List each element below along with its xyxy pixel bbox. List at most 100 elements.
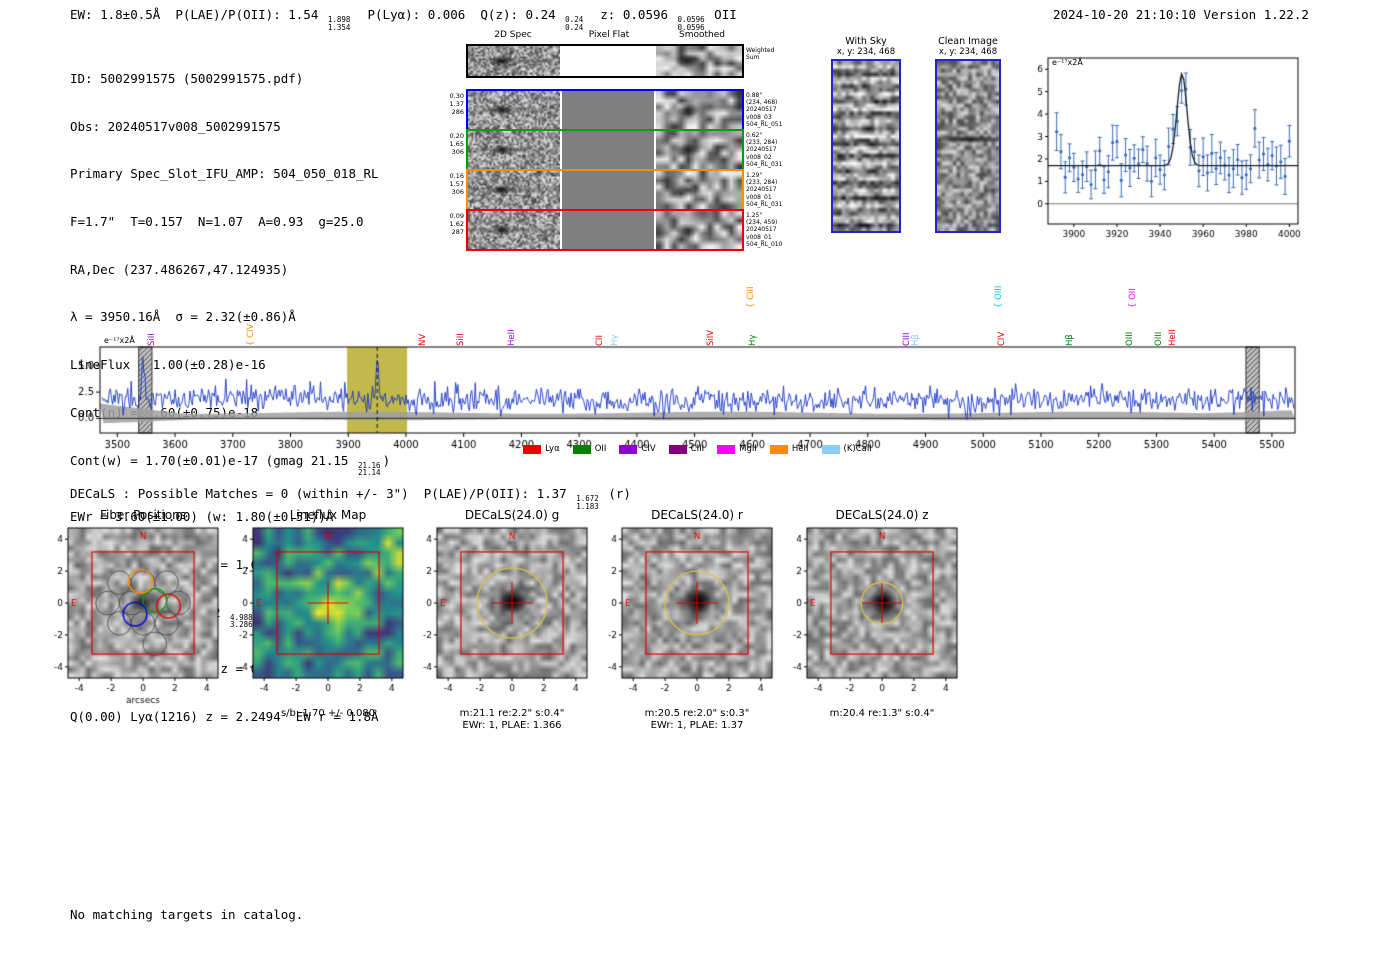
gmag-range: 21.16 21.14 [357,460,381,478]
qz-range: 0.24 0.24 [565,15,584,32]
cutout-image [592,524,778,704]
info-solution: Q(0.00) Lyα(1216) z = 2.2494 EW r = 1.8Å [70,708,379,724]
spec2d-row-annotation: 0.88" (234, 468) 20240517 v008_03 504_RL_051 [746,92,783,128]
spectrum-legend: Lyα OII CIV CIII MgII HeII (K)CaII [100,444,1295,454]
cutout-caption: m:21.1 re:2.2" s:0.4" [459,708,565,719]
emission-line-label: { OIII [994,285,1005,308]
header-classification: OII [706,7,737,22]
spec2d-row-3: 0.16 1.57 306 1.29" (233, 284) 20240517 v008_0… [450,169,782,211]
cutout-panel-4: DECaLS(24.0) z m:20.4 re:1.3" s:0.4" [777,508,963,720]
decals-match-line: DECaLS : Possible Matches = 0 (within +/… [70,486,631,511]
with-sky-coords: x, y: 234, 468 [836,47,896,57]
legend-label: (K)CaII [843,444,872,454]
pixel-flat-image [562,131,654,169]
clean-image-title: Clean Image [938,36,998,47]
spec2d-image [468,46,560,76]
cutout-title: Fiber Positions [99,508,187,522]
spec2d-panel: Weighted Sum 0.30 1.37 286 0.88" (234, 468) 202… [450,44,782,251]
info-radec: RA,Dec (237.486267,47.124935) [70,261,289,277]
timestamp-version: 2024-10-20 21:10:10 Version 1.22.2 [1053,7,1309,22]
full-spectrum-ylabel: e⁻¹⁷x2Å [104,336,135,345]
legend-item: CIV [619,444,656,454]
line-fit-ylabel: e⁻¹⁷x2Å [1052,58,1083,67]
cutout-image [407,524,593,704]
legend-item: MgII [717,444,757,454]
pixel-flat-image [562,46,654,76]
header-ew-plae: EW: 1.8±0.5Å P(LAE)/P(OII): 1.54 [70,7,326,22]
cutout-panel-0: Fiber Positions [38,508,224,708]
z-range: 0.0596 0.0596 [677,15,705,32]
cutout-panel-1: Lineflux Map s/b: 1.70 +/- 0.080 [223,508,409,720]
clean-image-panel: Clean Image x, y: 234, 468 [926,36,1010,237]
cutout-image [38,524,224,704]
spec2d-image [468,91,560,129]
footer-line-1: No matching targets in catalog. [70,907,304,922]
spec2d-fiber-stats: 0.30 1.37 286 [449,92,464,116]
cutout-title: Lineflux Map [289,508,367,522]
smoothed-image [656,211,742,249]
cutout-title: DECaLS(24.0) g [464,508,560,522]
with-sky-title: With Sky [845,36,887,47]
legend-swatch [523,444,542,454]
legend-item: OII [572,444,607,454]
with-sky-image [831,59,901,233]
legend-swatch [821,444,840,454]
spec2d-col-title: 2D Spec [494,30,532,40]
header-summary: EW: 1.8±0.5Å P(LAE)/P(OII): 1.54 1.898 1.… [70,7,737,32]
legend-label: CIV [641,444,656,454]
full-spectrum-canvas [60,330,1305,462]
legend-swatch [572,444,591,454]
info-obs: Obs: 20240517v008_5002991575 [70,118,281,134]
smoothed-image [656,131,742,169]
emission-line-label: { CIII [745,286,756,308]
legend-item: CIII [668,444,705,454]
smoothed-image [656,171,742,209]
spec2d-row-4: 0.09 1.62 287 1.25" (234, 459) 20240517 v008_0… [450,209,782,251]
legend-item: HeII [769,444,809,454]
header-z: z: 0.0596 [585,7,676,22]
footer-notes: No matching targets in catalog. Row inte… [70,876,303,953]
spec2d-image [468,211,560,249]
decals-plae-range: 1.672 1.183 [576,494,599,511]
spec2d-fiber-stats: 0.09 1.62 287 [449,212,464,236]
emission-line-label: { OII [1127,288,1138,308]
legend-label: HeII [791,444,809,454]
info-wavelength: λ = 3950.16Å σ = 2.32(±0.86)Å [70,309,296,325]
spec2d-row-annotation: 1.25" (234, 459) 20240517 v008_01 504_RL_010 [746,212,783,248]
spec2d-row-annotation: Weighted Sum [746,47,775,62]
spec2d-fiber-stats: 0.20 1.65 306 [449,132,464,156]
cutout-image [223,524,409,704]
cutout-title: DECaLS(24.0) z [835,508,929,522]
info-ewr: EWr = 3.60(±1.00) (w: 1.80(±0.51))Å [70,509,334,525]
legend-item: Lyα [523,444,560,454]
smoothed-image [656,91,742,129]
spec2d-row-1: 0.30 1.37 286 0.88" (234, 468) 20240517 v008_0… [450,89,782,131]
cutout-caption: s/b: 1.70 +/- 0.080 [280,708,376,719]
legend-swatch [769,444,788,454]
cutout-image [777,524,963,704]
spec2d-image [468,131,560,169]
info-primary-spec: Primary Spec_Slot_IFU_AMP: 504_050_018_R… [70,166,379,182]
pixel-flat-image [562,91,654,129]
cutout-panel-2: DECaLS(24.0) g m:21.1 re:2.2" s:0.4" EWr: … [407,508,593,732]
cutout-caption: EWr: 1, PLAE: 1.37 [650,720,744,731]
cutout-caption: EWr: 1, PLAE: 1.366 [462,720,562,731]
legend-label: OII [594,444,607,454]
spec2d-image [468,171,560,209]
info-seeing: F=1.7" T=0.157 N=1.07 A=0.93 g=25.0 [70,213,364,229]
legend-label: CIII [690,444,705,454]
line-fit-canvas [1032,48,1304,244]
spec2d-row-annotation: 1.29" (233, 284) 20240517 v008_01 504_RL_031 [746,172,783,208]
spec2d-row-annotation: 0.62" (233, 284) 20240517 v008_02 504_RL_031 [746,132,783,168]
legend-label: MgII [739,444,757,454]
cutout-caption: m:20.5 re:2.0" s:0.3" [644,708,750,719]
plae-range: 1.898 1.354 [327,15,351,32]
legend-item: (K)CaII [821,444,872,454]
info-id: ID: 5002991575 (5002991575.pdf) [70,70,304,86]
spec2d-row-0: Weighted Sum [466,44,774,78]
cutout-title: DECaLS(24.0) r [651,508,743,522]
smoothed-image [656,46,742,76]
legend-swatch [619,444,638,454]
clean-image [935,59,1001,233]
pixel-flat-image [562,211,654,249]
